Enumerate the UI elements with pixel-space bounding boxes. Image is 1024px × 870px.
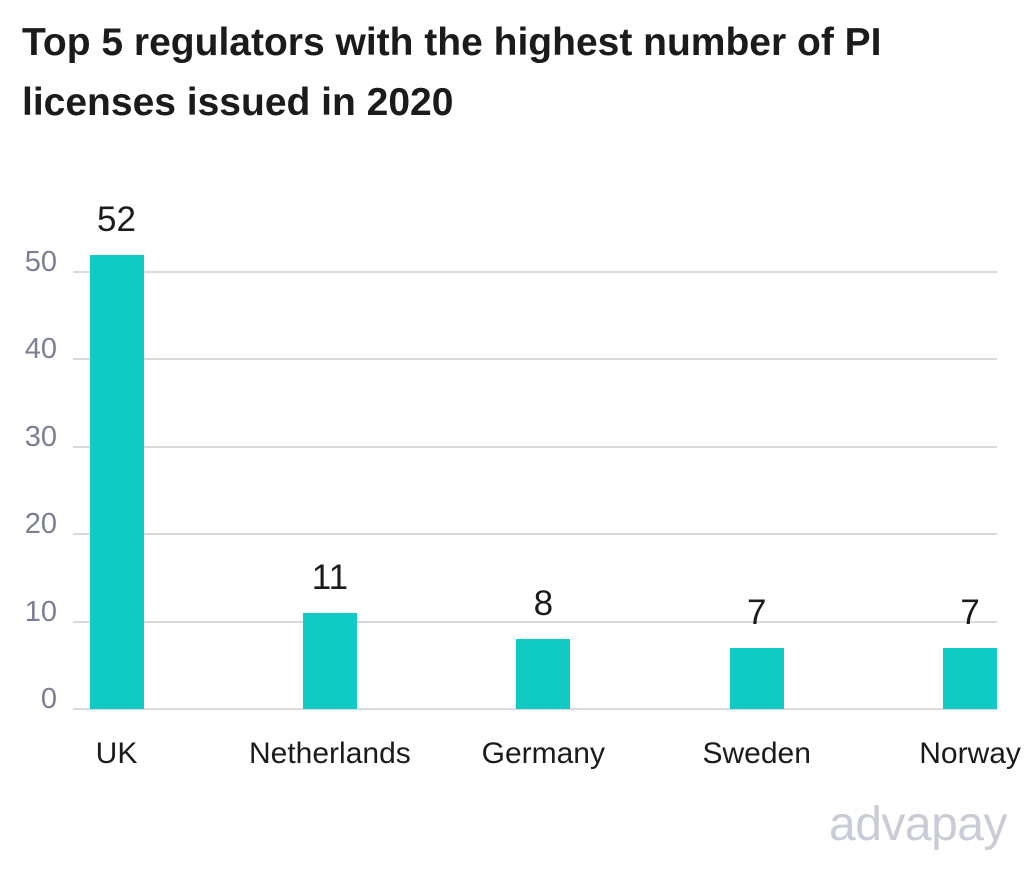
gridline-20 (73, 533, 997, 536)
x-category-label-germany: Germany (481, 737, 605, 770)
gridline-30 (73, 445, 997, 448)
gridline-40 (73, 358, 997, 361)
gridline-10 (73, 620, 997, 623)
bar-uk (89, 254, 144, 709)
bar-norway (943, 647, 998, 709)
bar-value-label-netherlands: 11 (311, 557, 349, 597)
bar-value-label-germany: 8 (533, 584, 554, 624)
y-axis-tick-label-40: 40 (24, 333, 57, 366)
y-axis-tick-label-0: 0 (40, 683, 57, 715)
chart-title-line-2: licenses issued in 2020 (22, 81, 454, 124)
bar-value-label-sweden: 7 (746, 592, 767, 632)
x-category-label-norway: Norway (919, 737, 1021, 770)
y-axis-tick-label-30: 30 (24, 420, 57, 453)
y-axis-tick-label-20: 20 (24, 508, 57, 541)
y-axis-tick-label-10: 10 (24, 595, 57, 628)
bar-value-label-uk: 52 (97, 199, 136, 239)
bar-value-label-norway: 7 (960, 592, 980, 632)
bar-netherlands (302, 612, 357, 709)
chart-title: Top 5 regulators with the highest number… (22, 13, 1002, 133)
chart-title-line-1: Top 5 regulators with the highest number… (22, 21, 882, 64)
advapay-logo: advapay (829, 798, 1007, 851)
x-category-label-netherlands: Netherlands (249, 737, 411, 770)
gridline-0 (73, 708, 997, 710)
x-category-label-sweden: Sweden (702, 737, 811, 770)
x-category-label-uk: UK (95, 737, 138, 770)
y-axis-tick-label-50: 50 (24, 246, 57, 278)
gridline-50 (73, 271, 997, 273)
bar-germany (516, 639, 571, 709)
bar-sweden (729, 647, 784, 709)
